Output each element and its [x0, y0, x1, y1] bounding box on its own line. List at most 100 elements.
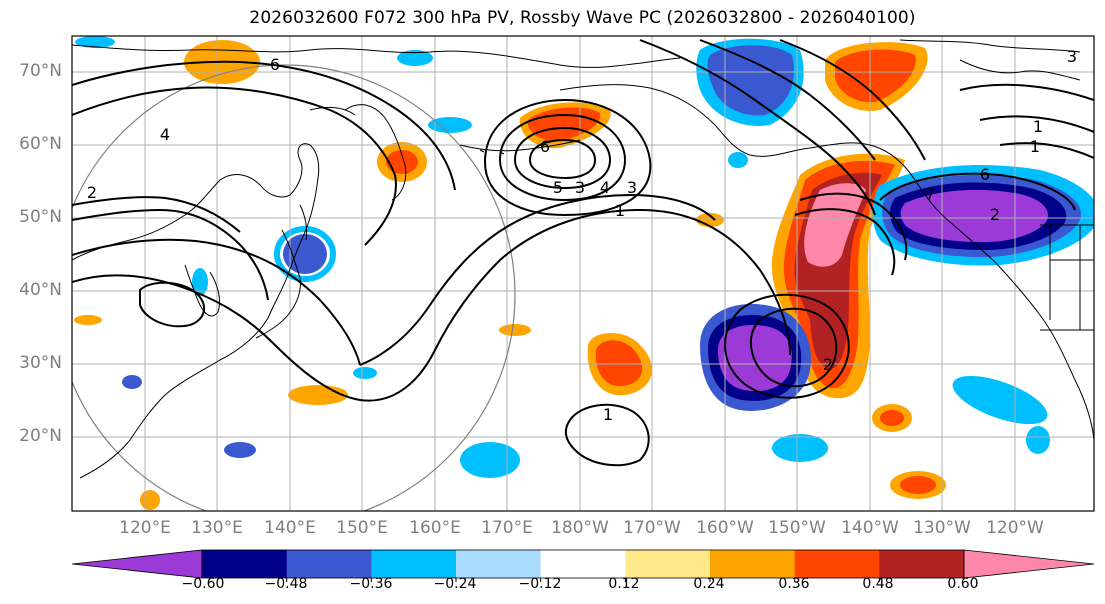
pv-contours — [72, 39, 1094, 467]
colorbar-tick-label: −0.60 — [181, 576, 225, 592]
positive-anomaly-west-pacific — [288, 385, 348, 405]
contour-label: 6 — [540, 137, 550, 156]
contour-label: 2 — [87, 183, 97, 202]
coastlines — [72, 39, 1094, 479]
colorbar-tick-label: −0.48 — [264, 576, 308, 592]
coastline-kamchatka — [309, 104, 407, 201]
contour-arctic-east-3 — [779, 39, 926, 161]
positive-anomaly-arctic-strong — [835, 49, 916, 103]
contour-label: 1 — [1030, 137, 1040, 156]
contour-ne-3 — [999, 142, 1094, 159]
contour-label: 4 — [160, 125, 170, 144]
negative-anomaly-southeast — [952, 375, 1048, 425]
contour-south — [564, 403, 650, 467]
lat-label: 40°N — [19, 280, 62, 300]
lon-label: 120°E — [119, 518, 171, 538]
contour-label: 3 — [1067, 47, 1077, 66]
us-state-lines — [1040, 224, 1094, 331]
colorbar-tick-label: −0.24 — [433, 576, 477, 592]
colorbar-segment — [371, 550, 457, 578]
negative-anomaly-gulf-max — [900, 189, 1049, 243]
colorbar-segment — [202, 550, 288, 578]
lon-label: 150°E — [336, 518, 388, 538]
contour-3-arc — [72, 86, 397, 246]
lon-label: 180°W — [551, 518, 609, 538]
contour-label: 1 — [615, 201, 625, 220]
contour-label: 1 — [603, 405, 613, 424]
negative-anomaly-small-2 — [122, 375, 142, 389]
contour-label: 4 — [600, 178, 610, 197]
colorbar-segment — [879, 550, 965, 578]
lon-label: 140°W — [841, 518, 899, 538]
contour-low-bering-3 — [528, 138, 597, 180]
negative-anomaly-west-pacific — [460, 442, 520, 478]
positive-anomaly-subtropics-east-core — [880, 410, 904, 426]
colorbar-tick-label: 0.60 — [947, 576, 979, 592]
colorbar-segment — [286, 550, 372, 578]
colorbar-tick-label: 0.48 — [862, 576, 894, 592]
negative-anomaly-small-5 — [728, 152, 748, 168]
contour-label: 6 — [980, 165, 990, 184]
colorbar — [71, 549, 1095, 582]
contour-label: 6 — [270, 55, 280, 74]
negative-anomaly-small-4 — [428, 117, 472, 133]
lon-label: 120°W — [986, 518, 1044, 538]
negative-anomaly-small-7 — [1026, 426, 1050, 454]
positive-anomaly-small-3 — [74, 315, 102, 325]
negative-anomaly-small-6 — [397, 50, 433, 66]
positive-anomaly-kamchatka-core — [386, 150, 418, 174]
positive-anomaly-max — [804, 183, 866, 267]
contour-5-trough — [72, 208, 269, 301]
negative-anomaly-west-pacific-2 — [224, 442, 256, 458]
contour-gulf-low — [879, 172, 1076, 211]
map-frame — [71, 35, 1095, 512]
coastline-korea — [184, 264, 221, 317]
positive-anomaly-southeast-core — [900, 476, 936, 494]
colorbar-segment — [540, 550, 626, 578]
coastline-canada-north — [899, 39, 1081, 81]
lat-label: 20°N — [19, 426, 62, 446]
coastline-alaska — [559, 84, 1094, 441]
lat-label: 50°N — [19, 207, 62, 227]
colorbar-tick-label: 0.24 — [693, 576, 725, 592]
negative-anomaly-japan-light — [274, 226, 336, 282]
lat-label: 30°N — [19, 353, 62, 373]
lon-label: 130°W — [913, 518, 971, 538]
contour-2-pacific — [72, 193, 716, 366]
positive-anomaly-small-4 — [140, 490, 160, 510]
colorbar-segment — [710, 550, 796, 578]
negative-anomaly-small-3 — [353, 367, 377, 379]
contour-label: 7 — [925, 185, 935, 204]
colorbar-segment — [456, 550, 542, 578]
coastline-siberia-arctic — [72, 44, 681, 68]
contour-ne-2 — [979, 115, 1094, 133]
contour-low-bering-1 — [498, 113, 627, 202]
lon-label: 150°W — [768, 518, 826, 538]
colorbar-tick-label: 0.36 — [778, 576, 810, 592]
contour-subtropical-low-2 — [724, 293, 850, 399]
positive-anomaly-central-strong — [595, 340, 643, 387]
colorbar-extend-max — [963, 549, 1095, 579]
negative-anomaly-hawaii — [772, 434, 828, 462]
colorbar-tick-label: 0.12 — [608, 576, 640, 592]
colorbar-segment — [794, 550, 880, 578]
contour-label: 3 — [627, 178, 637, 197]
contour-arctic-east — [639, 39, 876, 216]
contour-label: 2 — [823, 355, 833, 374]
contour-label: 1 — [1033, 117, 1043, 136]
lat-label: 70°N — [19, 61, 62, 81]
negative-anomaly-alaska-strong — [707, 45, 794, 116]
contour-4-arc — [72, 60, 456, 191]
figure-title: 2026032600 F072 300 hPa PV, Rossby Wave … — [249, 8, 916, 28]
contour-low-bering-4 — [483, 98, 652, 217]
coastline-east-asia — [72, 143, 320, 479]
gridlines — [72, 36, 1094, 511]
contour-ne-1 — [959, 83, 1094, 101]
contour-streak-2 — [794, 208, 896, 276]
contour-1-large — [72, 208, 791, 402]
lon-label: 160°E — [409, 518, 461, 538]
reference-circle — [72, 64, 516, 511]
contour-label: 5 — [553, 178, 563, 197]
contour-arctic-east-2 — [699, 39, 876, 161]
